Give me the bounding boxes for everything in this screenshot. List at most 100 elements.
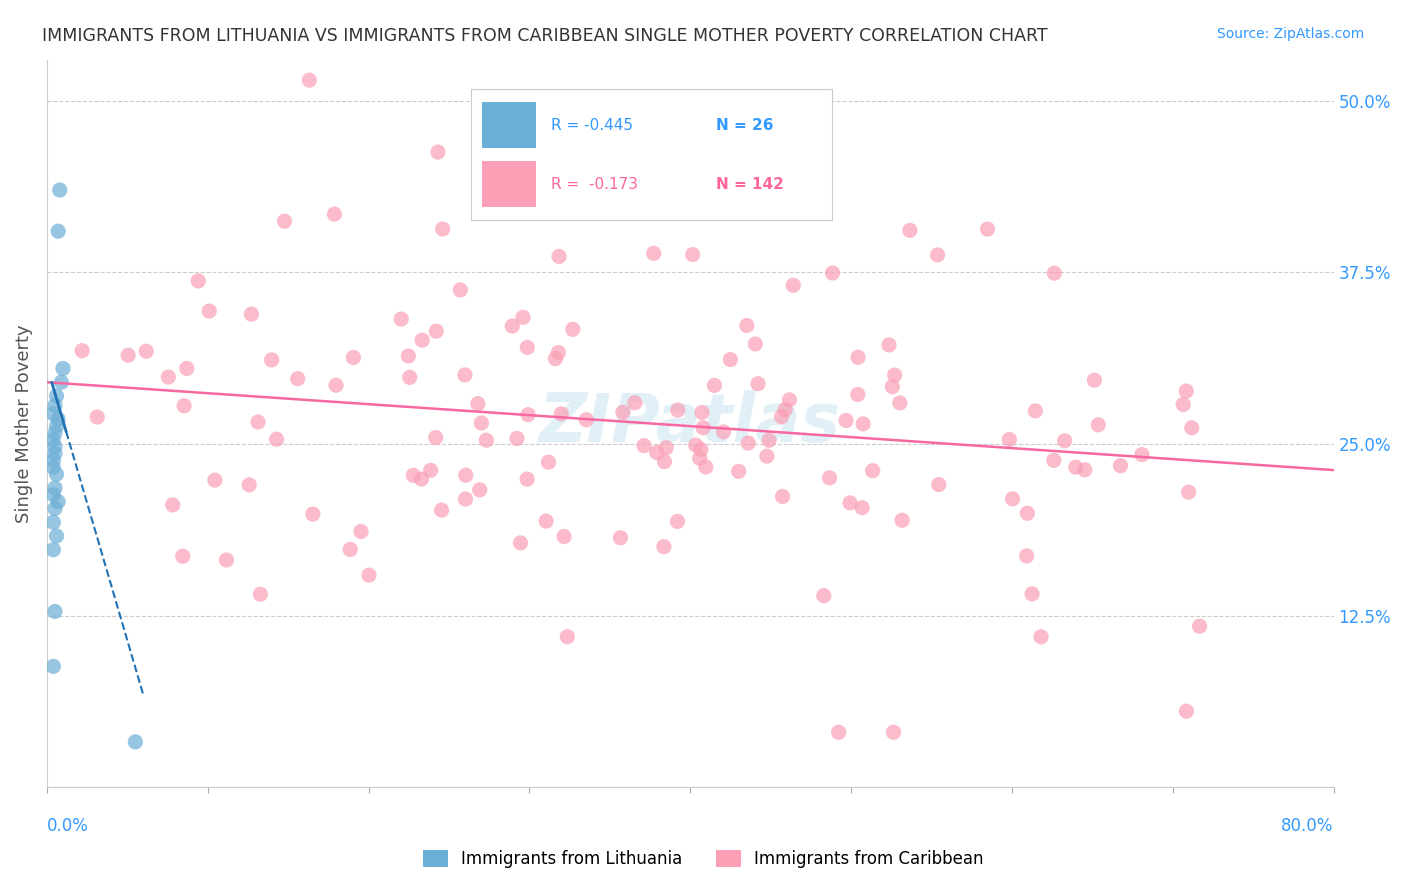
Point (633, 439, 655, 453)
Point (643, 246, 665, 260)
Point (773, 402, 796, 417)
Point (550, 407, 572, 421)
Point (1053, 434, 1076, 448)
Point (45, 529, 67, 543)
Point (877, 338, 900, 352)
Point (1173, 397, 1195, 411)
Point (44, 425, 66, 440)
Point (187, 274, 209, 288)
Point (655, 441, 678, 455)
Point (411, 333, 433, 347)
Point (342, 351, 364, 365)
Point (778, 392, 800, 407)
Point (1001, 491, 1024, 506)
Point (46, 224, 69, 238)
Point (692, 421, 714, 435)
Point (548, 250, 571, 264)
Point (475, 433, 498, 447)
Point (818, 471, 841, 485)
Point (516, 340, 538, 354)
Point (772, 490, 794, 504)
Point (898, 223, 921, 237)
Point (506, 432, 529, 446)
Point (1017, 506, 1039, 520)
Point (398, 370, 420, 384)
Point (735, 318, 758, 333)
Text: 80.0%: 80.0% (1281, 817, 1333, 835)
Point (553, 529, 575, 543)
Point (1175, 384, 1198, 398)
Point (689, 451, 711, 466)
Point (852, 417, 875, 431)
Point (1015, 549, 1038, 563)
Point (1177, 485, 1199, 500)
Point (287, 372, 309, 386)
Point (612, 405, 634, 419)
Text: 0.0%: 0.0% (46, 817, 89, 835)
Point (839, 496, 862, 510)
Point (703, 378, 725, 392)
Point (51, 375, 73, 389)
Point (609, 531, 631, 545)
Point (124, 735, 146, 749)
Point (998, 433, 1021, 447)
Point (325, 378, 347, 392)
Point (157, 370, 180, 384)
Point (1024, 404, 1046, 418)
Point (846, 351, 869, 365)
Point (835, 413, 858, 427)
Text: IMMIGRANTS FROM LITHUANIA VS IMMIGRANTS FROM CARIBBEAN SINGLE MOTHER POVERTY COR: IMMIGRANTS FROM LITHUANIA VS IMMIGRANTS … (42, 27, 1047, 45)
Point (449, 283, 471, 297)
Point (470, 416, 492, 430)
Point (117, 348, 139, 362)
Point (666, 403, 689, 417)
Point (537, 455, 560, 469)
Point (44, 399, 66, 413)
Point (430, 503, 453, 517)
Point (1188, 619, 1211, 633)
Point (827, 725, 849, 739)
Point (162, 498, 184, 512)
Point (135, 344, 157, 359)
Point (544, 351, 567, 366)
Point (976, 222, 998, 236)
Point (204, 473, 226, 487)
Text: ZIPatlas: ZIPatlas (540, 391, 841, 457)
Point (172, 549, 194, 564)
Point (690, 405, 713, 419)
Point (534, 514, 557, 528)
Point (249, 587, 271, 601)
Point (350, 524, 373, 539)
Point (758, 434, 780, 448)
Point (1043, 453, 1066, 467)
Point (70, 343, 93, 358)
Point (215, 553, 238, 567)
Point (357, 568, 380, 582)
Point (1029, 630, 1052, 644)
Point (882, 380, 904, 394)
Point (86, 410, 108, 425)
Point (882, 725, 904, 739)
Point (323, 207, 346, 221)
Point (44, 481, 66, 495)
Point (509, 536, 531, 550)
Point (173, 399, 195, 413)
Point (1074, 463, 1097, 477)
Point (928, 477, 950, 491)
Point (501, 318, 523, 333)
Point (1130, 448, 1153, 462)
Point (1109, 458, 1132, 473)
Point (44, 447, 66, 461)
Y-axis label: Single Mother Poverty: Single Mother Poverty (15, 324, 32, 523)
Point (846, 387, 869, 401)
Point (718, 352, 741, 367)
Point (42, 542, 65, 557)
Point (782, 278, 804, 293)
Point (396, 349, 419, 363)
Point (889, 396, 911, 410)
Point (298, 73, 321, 87)
Point (624, 396, 647, 410)
Point (713, 425, 735, 439)
Point (927, 248, 949, 262)
Point (266, 432, 288, 446)
